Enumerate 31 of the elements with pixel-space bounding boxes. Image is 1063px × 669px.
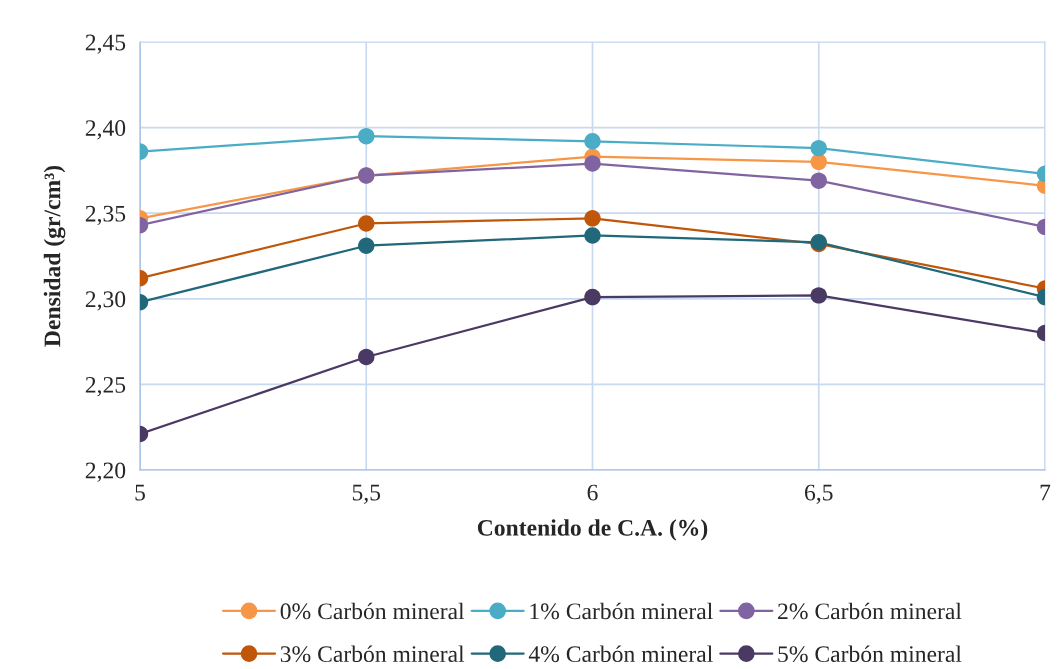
y-tick-label: 2,20 bbox=[85, 462, 126, 482]
legend-label: 1% Carbón mineral bbox=[530, 602, 713, 620]
point bbox=[810, 287, 827, 304]
point bbox=[810, 172, 827, 189]
y-tick-label: 2,45 bbox=[85, 34, 126, 54]
point bbox=[810, 139, 827, 157]
point bbox=[358, 237, 375, 254]
point bbox=[584, 288, 601, 306]
x-tick-label: 5,5 bbox=[352, 484, 381, 504]
x-tick-label: 5 bbox=[135, 484, 145, 501]
x-tick-label: 6,5 bbox=[805, 484, 833, 504]
legend-label: 2% Carbón mineral bbox=[778, 602, 962, 620]
x-tick-label: 7 bbox=[1040, 484, 1051, 501]
point bbox=[584, 155, 601, 172]
legend-label: 5% Carbón mineral bbox=[778, 645, 962, 663]
legend-label: 3% Carbón mineral bbox=[280, 645, 465, 663]
point bbox=[584, 210, 601, 227]
y-tick-label: 2,30 bbox=[85, 291, 126, 311]
x-tick-label: 6 bbox=[587, 484, 598, 501]
point bbox=[584, 133, 601, 150]
y-tick-label: 2,40 bbox=[85, 120, 126, 140]
legend-label: 4% Carbón mineral bbox=[528, 645, 713, 663]
y-axis-title: Densidad (gr/cm³) bbox=[43, 165, 66, 347]
y-tick-label: 2,25 bbox=[85, 376, 126, 397]
point bbox=[358, 127, 375, 145]
legend-label: 0% Carbón mineral bbox=[280, 602, 465, 620]
point bbox=[584, 227, 601, 244]
x-axis-title: Contenido de C.A. (%) bbox=[477, 519, 708, 541]
point bbox=[358, 215, 375, 232]
point bbox=[358, 348, 375, 366]
y-tick-label: 2,35 bbox=[85, 205, 126, 226]
